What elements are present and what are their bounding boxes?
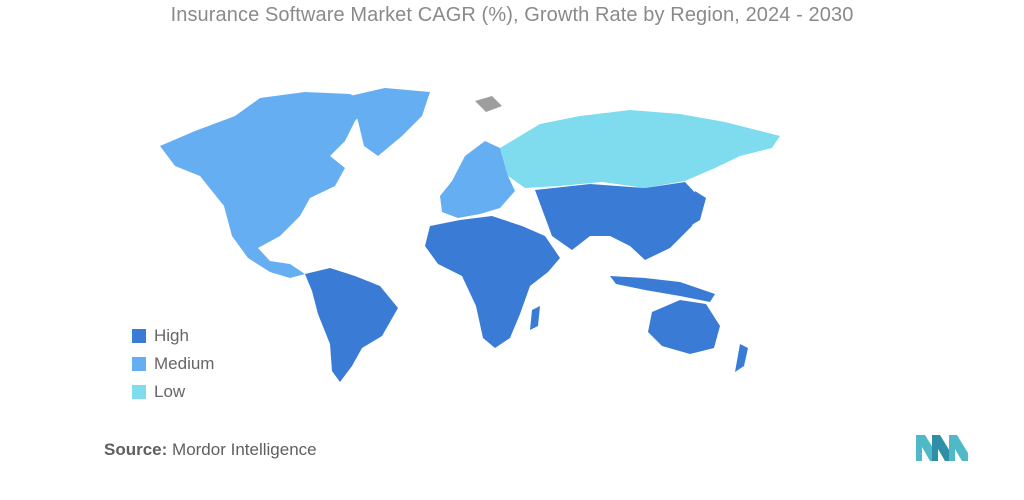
mordor-logo-icon [916, 435, 968, 461]
region-australia [648, 300, 720, 354]
legend-swatch-high [132, 329, 146, 343]
legend-item-low: Low [132, 378, 214, 406]
region-no-data [475, 96, 502, 112]
legend-label-high: High [154, 326, 189, 345]
legend-swatch-low [132, 385, 146, 399]
legend-item-high: High [132, 322, 214, 350]
legend-label-medium: Medium [154, 354, 215, 373]
legend: High Medium Low [132, 322, 214, 406]
legend-item-medium: Medium [132, 350, 214, 378]
region-asia-pacific [535, 182, 700, 260]
region-latin-america [305, 268, 398, 382]
region-north-america [160, 92, 370, 278]
region-russia [500, 110, 780, 188]
legend-swatch-medium [132, 357, 146, 371]
region-madagascar [530, 306, 540, 330]
region-greenland [350, 88, 430, 156]
region-middle-east-africa [425, 216, 560, 348]
source-value: Mordor Intelligence [172, 440, 317, 459]
region-southeast-asia [610, 276, 715, 302]
world-map [160, 88, 780, 382]
legend-label-low: Low [154, 382, 186, 401]
source-line: Source: Mordor Intelligence [104, 440, 317, 460]
region-japan [690, 191, 706, 226]
map-title: Insurance Software Market CAGR (%), Grow… [170, 4, 854, 26]
source-label: Source: [104, 440, 168, 459]
region-europe [440, 141, 515, 218]
region-new-zealand [735, 344, 748, 372]
